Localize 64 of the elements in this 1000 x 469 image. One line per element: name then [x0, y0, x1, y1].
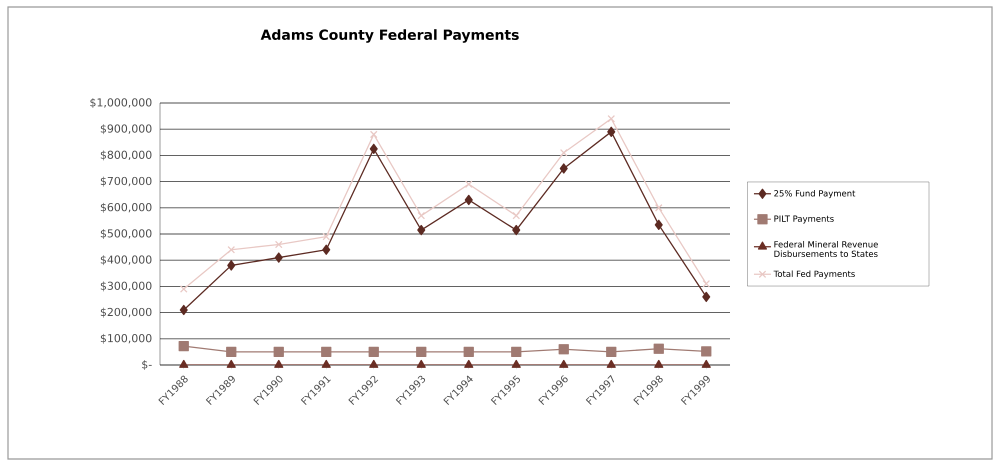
- y-tick-label: $-: [142, 360, 152, 370]
- y-tick-label: $500,000: [100, 229, 152, 239]
- point: [179, 360, 188, 368]
- legend-label: PILT Payments: [774, 216, 834, 224]
- point: [370, 144, 378, 154]
- point: [416, 360, 426, 368]
- point: [368, 346, 379, 358]
- point: [180, 304, 188, 316]
- point: [560, 148, 568, 157]
- point: [702, 280, 710, 288]
- point: [274, 240, 283, 248]
- point: [369, 360, 378, 368]
- point: [512, 224, 520, 236]
- y-tick-label: $200,000: [100, 308, 152, 318]
- legend-label: Total Fed Payments: [774, 270, 855, 279]
- legend-label: Federal Mineral Revenue Disbursements to States: [774, 240, 878, 257]
- point: [559, 360, 568, 368]
- point: [226, 346, 236, 358]
- point: [322, 232, 330, 240]
- point: [180, 285, 188, 293]
- point: [654, 204, 663, 212]
- point: [701, 346, 712, 357]
- point: [558, 344, 569, 354]
- point: [464, 194, 473, 206]
- point: [607, 114, 616, 123]
- point: [416, 346, 426, 358]
- y-tick-label: $300,000: [100, 281, 152, 292]
- point: [560, 163, 568, 174]
- legend-label: 25% Fund Payment: [774, 190, 856, 198]
- chart-title: Adams County Federal Payments: [260, 29, 519, 43]
- y-tick-label: $400,000: [100, 255, 152, 266]
- point: [322, 244, 330, 255]
- y-tick-label: $800,000: [100, 150, 152, 160]
- point: [702, 360, 711, 368]
- point: [606, 360, 616, 368]
- point: [227, 246, 236, 254]
- point: [511, 346, 522, 358]
- y-tick-label: $1,000,000: [90, 98, 152, 108]
- point: [322, 360, 331, 368]
- point: [417, 224, 426, 236]
- y-tick-label: $100,000: [100, 334, 152, 344]
- point: [417, 212, 426, 220]
- point: [227, 260, 236, 271]
- y-tick-label: $900,000: [100, 124, 152, 134]
- point: [226, 360, 236, 368]
- y-tick-label: $700,000: [100, 176, 152, 187]
- point: [654, 344, 664, 354]
- point: [654, 220, 663, 230]
- point: [274, 346, 284, 358]
- point: [321, 346, 332, 358]
- point: [654, 360, 664, 368]
- point: [464, 346, 474, 358]
- point: [606, 346, 616, 358]
- point: [702, 292, 710, 302]
- y-tick-label: $600,000: [100, 202, 152, 213]
- point: [607, 126, 616, 137]
- point: [370, 130, 378, 138]
- point: [464, 180, 473, 188]
- point: [274, 360, 284, 368]
- point: [512, 360, 521, 368]
- point: [512, 212, 520, 220]
- point: [464, 360, 474, 368]
- point: [274, 252, 283, 263]
- point: [178, 340, 189, 352]
